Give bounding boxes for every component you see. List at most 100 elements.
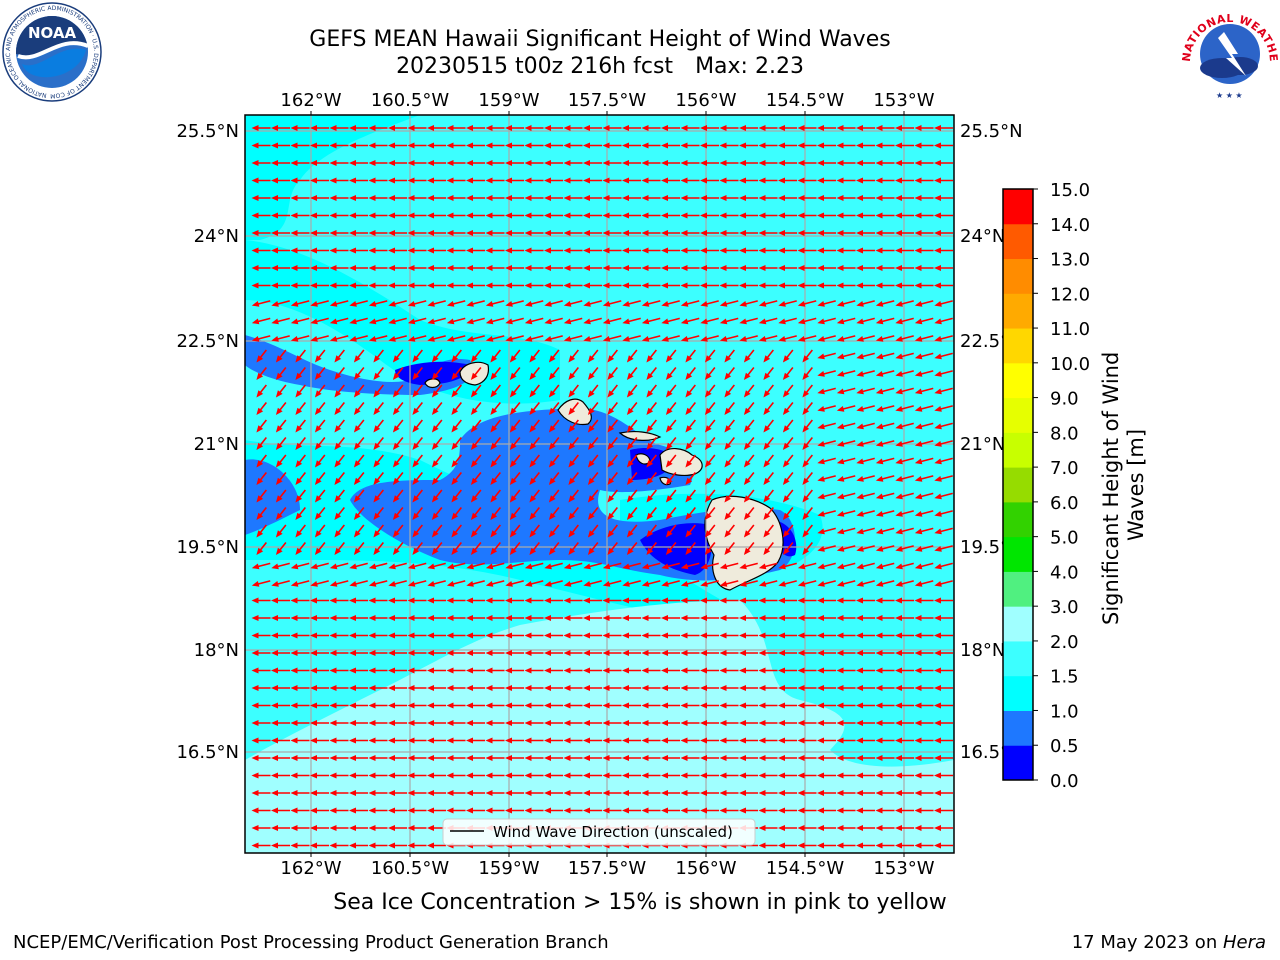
wave-direction-arrow — [739, 772, 758, 779]
wave-direction-arrow — [446, 737, 466, 744]
colorbar-segment — [1003, 571, 1033, 607]
wave-direction-arrow — [446, 772, 466, 779]
wave-direction-arrow — [407, 265, 427, 271]
map-frame — [244, 114, 955, 854]
wave-direction-arrow — [427, 650, 446, 656]
wave-direction-arrow — [700, 755, 719, 761]
wave-direction-arrow — [431, 472, 443, 486]
wave-direction-arrow — [875, 510, 895, 517]
wave-direction-arrow — [314, 489, 326, 503]
wave-direction-arrow — [329, 702, 349, 709]
wave-direction-arrow — [802, 472, 813, 486]
wave-direction-arrow — [641, 702, 661, 709]
wave-direction-arrow — [641, 720, 661, 726]
wave-direction-arrow — [797, 667, 817, 674]
wave-direction-arrow — [934, 632, 953, 639]
wave-direction-arrow — [602, 702, 622, 709]
wave-direction-arrow — [349, 282, 368, 289]
wave-direction-arrow — [295, 472, 306, 486]
wave-direction-arrow — [373, 419, 384, 433]
wave-direction-arrow — [641, 212, 661, 219]
wave-direction-arrow — [544, 650, 563, 656]
wave-direction-arrow — [251, 212, 271, 219]
wind-wave-arrows — [251, 125, 953, 849]
wave-direction-arrow — [914, 352, 934, 360]
wave-direction-arrow — [334, 489, 345, 503]
wave-direction-arrow — [875, 160, 895, 166]
wave-direction-arrow — [685, 349, 696, 363]
wave-direction-arrow — [544, 615, 563, 621]
wave-direction-arrow — [368, 597, 388, 604]
wave-direction-arrow — [310, 825, 329, 831]
wave-direction-arrow — [797, 615, 817, 621]
wave-direction-arrow — [875, 212, 895, 219]
wave-direction-arrow — [407, 282, 427, 289]
wave-direction-arrow — [817, 755, 836, 761]
wave-direction-arrow — [895, 667, 914, 674]
wave-direction-arrow — [290, 685, 310, 691]
wave-direction-arrow — [314, 437, 326, 451]
wave-direction-arrow — [388, 160, 407, 166]
wave-direction-arrow — [329, 317, 349, 325]
wave-direction-arrow — [641, 160, 661, 166]
wave-direction-arrow — [295, 524, 306, 538]
wave-direction-arrow — [739, 125, 758, 131]
wave-direction-arrow — [680, 195, 700, 201]
wave-direction-arrow — [719, 632, 739, 639]
graticule — [245, 115, 954, 853]
wave-direction-arrow — [353, 367, 365, 381]
wave-direction-arrow — [856, 230, 875, 236]
wave-direction-arrow — [797, 195, 817, 201]
wave-direction-arrow — [739, 597, 758, 604]
wave-direction-arrow — [349, 195, 368, 201]
wave-direction-arrow — [782, 402, 794, 416]
wave-direction-arrow — [388, 737, 407, 744]
wave-direction-arrow — [934, 737, 953, 744]
wave-direction-arrow — [719, 125, 739, 131]
wave-direction-arrow — [661, 230, 680, 236]
wave-direction-arrow — [875, 457, 895, 465]
wave-direction-arrow — [836, 545, 856, 552]
wave-direction-arrow — [524, 737, 544, 744]
wave-direction-arrow — [407, 667, 427, 674]
wave-direction-arrow — [548, 542, 560, 556]
wave-direction-arrow — [388, 807, 407, 814]
wave-direction-arrow — [388, 790, 407, 796]
colorbar-segment — [1003, 432, 1033, 468]
wave-direction-arrow — [719, 580, 739, 587]
wave-direction-arrow — [758, 755, 778, 761]
wave-direction-arrow — [290, 125, 310, 131]
wave-direction-arrow — [739, 195, 758, 201]
wave-direction-arrow — [524, 667, 544, 674]
wave-direction-arrow — [310, 317, 329, 325]
wave-direction-arrow — [446, 317, 466, 325]
wave-direction-arrow — [895, 405, 914, 412]
colorbar-tick-label: 14.0 — [1050, 215, 1090, 236]
wave-direction-arrow — [739, 562, 758, 570]
wave-direction-arrow — [602, 177, 622, 184]
wave-direction-arrow — [758, 212, 778, 219]
wave-direction-arrow — [719, 160, 739, 166]
wave-direction-arrow — [661, 265, 680, 271]
wave-direction-arrow — [875, 737, 895, 744]
wave-direction-arrow — [641, 195, 661, 201]
wave-direction-arrow — [856, 772, 875, 779]
wave-direction-arrow — [568, 472, 579, 486]
wave-direction-arrow — [427, 195, 446, 201]
wave-direction-arrow — [427, 335, 446, 342]
wave-direction-arrow — [392, 489, 404, 503]
wave-direction-arrow — [856, 632, 875, 639]
wave-direction-arrow — [914, 737, 934, 744]
wave-direction-arrow — [334, 454, 345, 468]
wave-direction-arrow — [470, 419, 482, 433]
wave-direction-arrow — [485, 650, 505, 656]
wave-direction-arrow — [446, 597, 466, 604]
wave-direction-arrow — [914, 300, 934, 307]
wave-direction-arrow — [665, 524, 677, 538]
wave-direction-arrow — [797, 632, 817, 639]
lat-tick-label: 16.5°N — [176, 742, 239, 763]
wave-direction-arrow — [583, 177, 602, 184]
wave-direction-arrow — [895, 457, 914, 465]
wave-direction-arrow — [856, 405, 875, 412]
wave-direction-arrow — [758, 160, 778, 166]
